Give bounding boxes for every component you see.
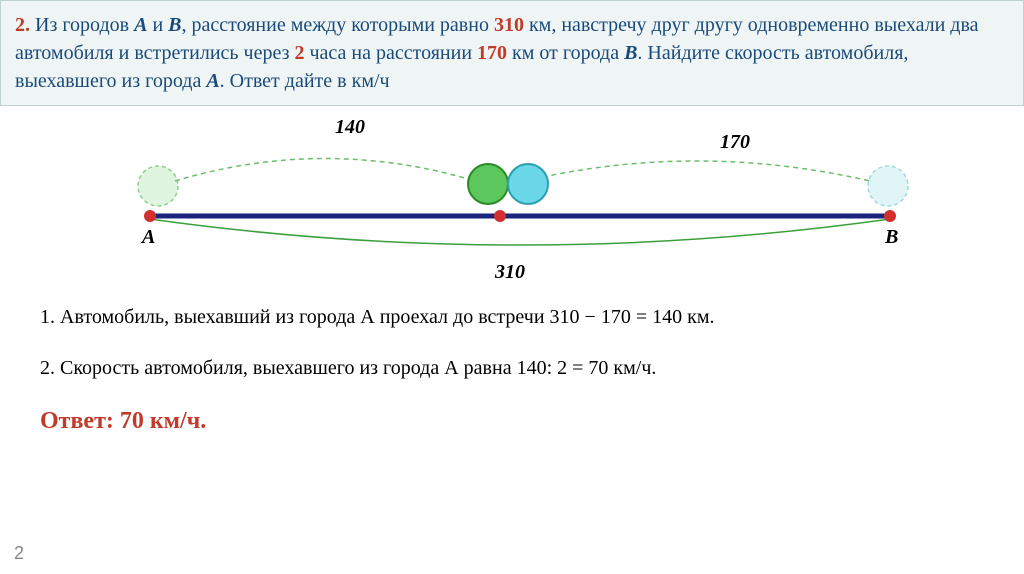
label-140: 140 xyxy=(335,116,365,139)
problem-statement: 2. Из городов A и B, расстояние между ко… xyxy=(0,0,1024,106)
solution-steps: 1. Автомобиль, выехавший из города А про… xyxy=(0,306,1024,380)
answer: Ответ: 70 км/ч. xyxy=(0,408,1024,435)
page-number: 2 xyxy=(14,543,24,564)
label-310: 310 xyxy=(495,261,525,284)
diagram: 140 170 310 A B xyxy=(0,106,1024,306)
label-A: A xyxy=(142,226,155,249)
solution-step-2: 2. Скорость автомобиля, выехавшего из го… xyxy=(40,357,984,380)
problem-number: 2. xyxy=(15,14,30,36)
label-B: B xyxy=(885,226,898,249)
label-170: 170 xyxy=(720,131,750,154)
solution-step-1: 1. Автомобиль, выехавший из города А про… xyxy=(40,306,984,329)
